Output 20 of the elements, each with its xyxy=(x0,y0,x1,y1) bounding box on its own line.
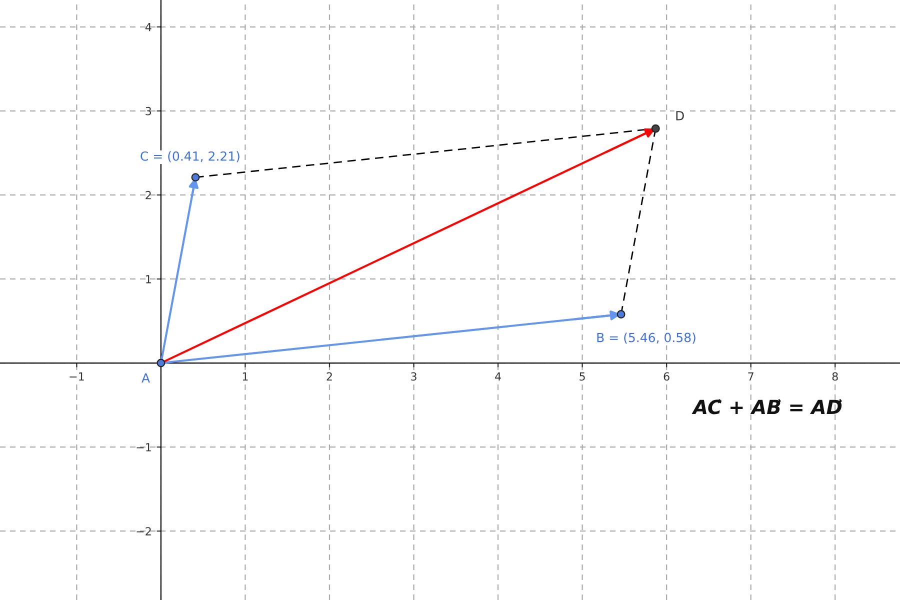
y-tick-label: 4 xyxy=(145,23,152,32)
x-tick-label: 5 xyxy=(580,372,585,381)
annotation: B = (5.46, 0.58) xyxy=(597,332,696,344)
x-tick-label: 7 xyxy=(748,372,754,380)
y-tick-label: 2 xyxy=(146,190,151,200)
annotation: A xyxy=(142,373,150,382)
y-tick-label: 3 xyxy=(146,106,152,116)
x-tick-label: 4 xyxy=(495,372,501,380)
x-tick-label: 2 xyxy=(326,372,332,380)
annotation: D xyxy=(676,111,684,120)
x-tick-label: 6 xyxy=(664,372,670,381)
x-tick-label: −1 xyxy=(70,372,84,380)
x-tick-label: 3 xyxy=(411,372,416,381)
annotation: AC⃗ + AB⃗ = AD⃗ xyxy=(692,399,842,414)
x-tick-label: 1 xyxy=(242,372,248,380)
x-tick-label: 8 xyxy=(832,372,838,381)
y-tick-label: −2 xyxy=(136,527,151,536)
y-tick-label: −1 xyxy=(136,443,151,452)
y-tick-label: 1 xyxy=(146,275,151,284)
annotation: C = (0.41, 2.21) xyxy=(140,151,240,162)
